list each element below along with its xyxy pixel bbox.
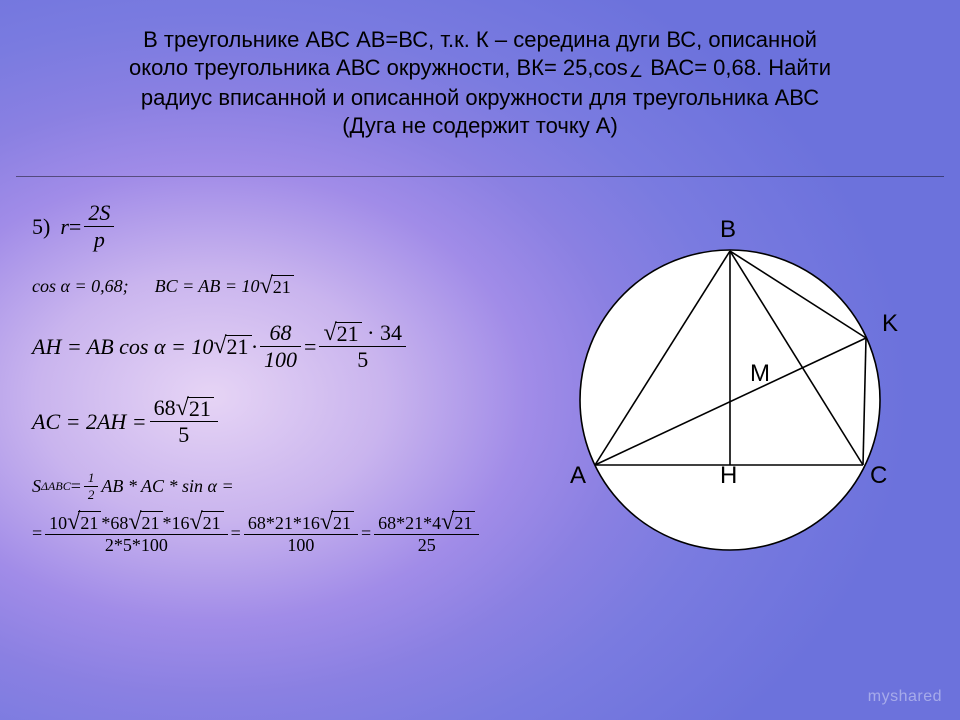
watermark: myshared	[868, 688, 942, 706]
problem-line-3: радиус вписанной и описанной окружности …	[48, 84, 912, 112]
area-step-2: = 10√21*68√21*16√21 2*5*100 = 68*21*16√2…	[32, 511, 552, 556]
label-c: С	[870, 462, 887, 490]
area-step-1: SΔABC = 12 AB * AC * sin α =	[32, 470, 552, 503]
problem-line-4: (Дуга не содержит точку А)	[48, 112, 912, 140]
label-b: В	[720, 216, 736, 244]
problem-line-1: В треугольнике АВС АВ=ВС, т.к. К – серед…	[48, 26, 912, 54]
solution-work: 5) r = 2S p cos α = 0,68; BC = AB = 10 √…	[32, 200, 552, 578]
ah-step: AH = AB cos α = 10 √21 · 68100 = √21 · 3…	[32, 320, 552, 373]
angle-icon: ∠	[629, 63, 643, 83]
circle-triangle-svg	[560, 230, 940, 590]
problem-statement: В треугольнике АВС АВ=ВС, т.к. К – серед…	[48, 26, 912, 140]
label-m: М	[750, 360, 770, 388]
problem-line-2: около треугольника АВС окружности, ВК= 2…	[48, 54, 912, 83]
label-k: K	[882, 310, 898, 338]
divider	[16, 176, 944, 177]
formula-r: 5) r = 2S p	[32, 200, 552, 253]
ac-step: AC = 2AH = 68√21 5	[32, 395, 552, 448]
label-h: Н	[720, 462, 737, 490]
label-a: А	[570, 462, 586, 490]
cos-and-sides: cos α = 0,68; BC = AB = 10 √21	[32, 275, 552, 298]
geometry-diagram: В K М А Н С	[560, 230, 940, 590]
